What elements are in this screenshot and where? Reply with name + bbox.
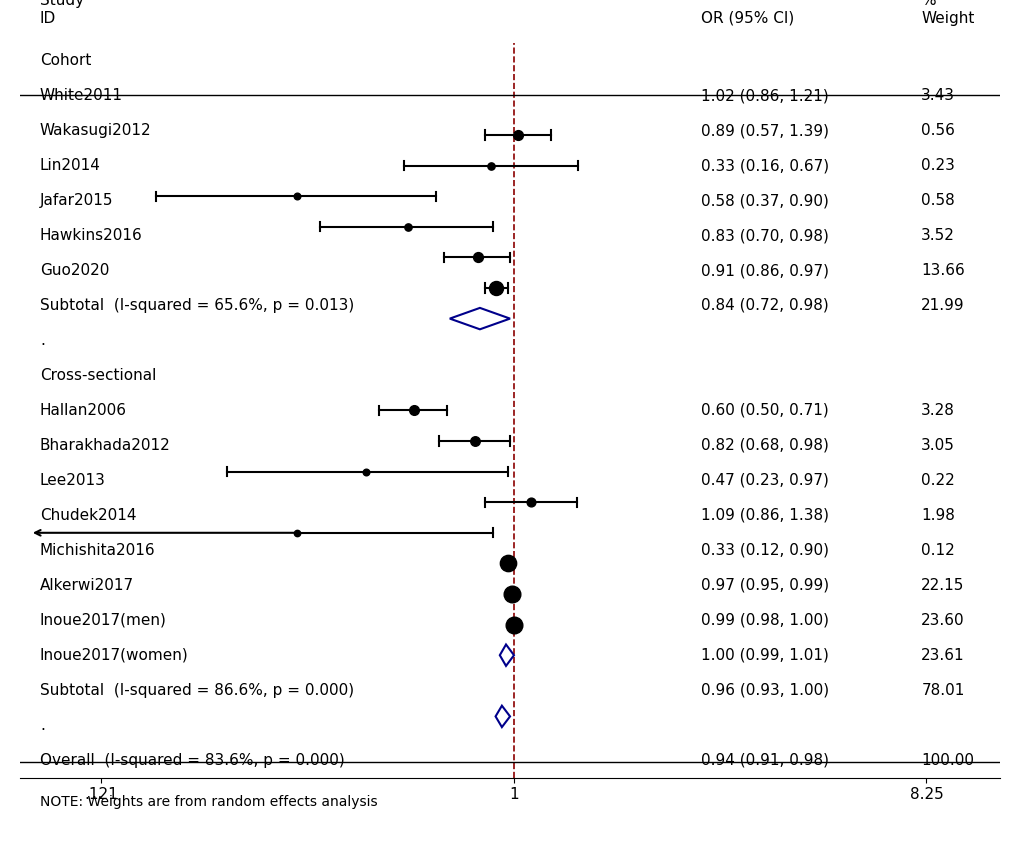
- Text: 0.47 (0.23, 0.97): 0.47 (0.23, 0.97): [700, 473, 828, 488]
- Text: Subtotal  (I-squared = 86.6%, p = 0.000): Subtotal (I-squared = 86.6%, p = 0.000): [40, 683, 354, 697]
- Text: 0.60 (0.50, 0.71): 0.60 (0.50, 0.71): [700, 403, 827, 418]
- Text: 3.28: 3.28: [920, 403, 954, 418]
- Text: NOTE: Weights are from random effects analysis: NOTE: Weights are from random effects an…: [40, 795, 377, 809]
- Text: 0.22: 0.22: [920, 473, 954, 488]
- Text: 3.52: 3.52: [920, 228, 954, 243]
- Text: %
Weight: % Weight: [920, 0, 974, 26]
- Text: 0.91 (0.86, 0.97): 0.91 (0.86, 0.97): [700, 263, 828, 278]
- Text: Cohort: Cohort: [40, 54, 92, 68]
- Text: 0.83 (0.70, 0.98): 0.83 (0.70, 0.98): [700, 228, 828, 243]
- Text: Inoue2017(women): Inoue2017(women): [40, 648, 189, 663]
- Text: 0.89 (0.57, 1.39): 0.89 (0.57, 1.39): [700, 124, 828, 138]
- Text: 0.96 (0.93, 1.00): 0.96 (0.93, 1.00): [700, 683, 828, 697]
- Text: Overall  (I-squared = 83.6%, p = 0.000): Overall (I-squared = 83.6%, p = 0.000): [40, 753, 344, 767]
- Text: Cross-sectional: Cross-sectional: [40, 368, 156, 383]
- Text: 0.94 (0.91, 0.98): 0.94 (0.91, 0.98): [700, 753, 828, 767]
- Text: 1.00 (0.99, 1.01): 1.00 (0.99, 1.01): [700, 648, 828, 663]
- Text: .: .: [40, 333, 45, 348]
- Text: 78.01: 78.01: [920, 683, 964, 697]
- Text: 100.00: 100.00: [920, 753, 973, 767]
- Text: 23.60: 23.60: [920, 613, 964, 628]
- Text: Wakasugi2012: Wakasugi2012: [40, 124, 152, 138]
- Text: 1.02 (0.86, 1.21): 1.02 (0.86, 1.21): [700, 88, 827, 103]
- Text: 0.33 (0.12, 0.90): 0.33 (0.12, 0.90): [700, 543, 828, 558]
- Text: Lin2014: Lin2014: [40, 158, 101, 173]
- Text: 0.56: 0.56: [920, 124, 954, 138]
- Text: 0.82 (0.68, 0.98): 0.82 (0.68, 0.98): [700, 438, 828, 453]
- Text: Hawkins2016: Hawkins2016: [40, 228, 143, 243]
- Text: 0.84 (0.72, 0.98): 0.84 (0.72, 0.98): [700, 298, 827, 313]
- Text: 3.05: 3.05: [920, 438, 954, 453]
- Text: Study
ID: Study ID: [40, 0, 84, 26]
- Text: Bharakhada2012: Bharakhada2012: [40, 438, 170, 453]
- Text: Guo2020: Guo2020: [40, 263, 109, 278]
- Text: 0.97 (0.95, 0.99): 0.97 (0.95, 0.99): [700, 578, 828, 593]
- Text: 0.58 (0.37, 0.90): 0.58 (0.37, 0.90): [700, 193, 828, 208]
- Text: 23.61: 23.61: [920, 648, 964, 663]
- Text: 21.99: 21.99: [920, 298, 964, 313]
- Text: White2011: White2011: [40, 88, 123, 103]
- Text: Hallan2006: Hallan2006: [40, 403, 126, 418]
- Text: Inoue2017(men): Inoue2017(men): [40, 613, 167, 628]
- Text: 22.15: 22.15: [920, 578, 964, 593]
- Text: Michishita2016: Michishita2016: [40, 543, 156, 558]
- Text: 0.99 (0.98, 1.00): 0.99 (0.98, 1.00): [700, 613, 828, 628]
- Text: 13.66: 13.66: [920, 263, 964, 278]
- Text: Jafar2015: Jafar2015: [40, 193, 113, 208]
- Text: .: .: [40, 718, 45, 733]
- Text: Subtotal  (I-squared = 65.6%, p = 0.013): Subtotal (I-squared = 65.6%, p = 0.013): [40, 298, 354, 313]
- Text: Alkerwi2017: Alkerwi2017: [40, 578, 133, 593]
- Text: 0.33 (0.16, 0.67): 0.33 (0.16, 0.67): [700, 158, 828, 173]
- Text: OR (95% CI): OR (95% CI): [700, 10, 794, 26]
- Text: 1.98: 1.98: [920, 508, 954, 523]
- Text: 0.23: 0.23: [920, 158, 954, 173]
- Text: 0.12: 0.12: [920, 543, 954, 558]
- Text: 1.09 (0.86, 1.38): 1.09 (0.86, 1.38): [700, 508, 828, 523]
- Text: 3.43: 3.43: [920, 88, 955, 103]
- Text: Lee2013: Lee2013: [40, 473, 106, 488]
- Text: Chudek2014: Chudek2014: [40, 508, 137, 523]
- Text: 0.58: 0.58: [920, 193, 954, 208]
